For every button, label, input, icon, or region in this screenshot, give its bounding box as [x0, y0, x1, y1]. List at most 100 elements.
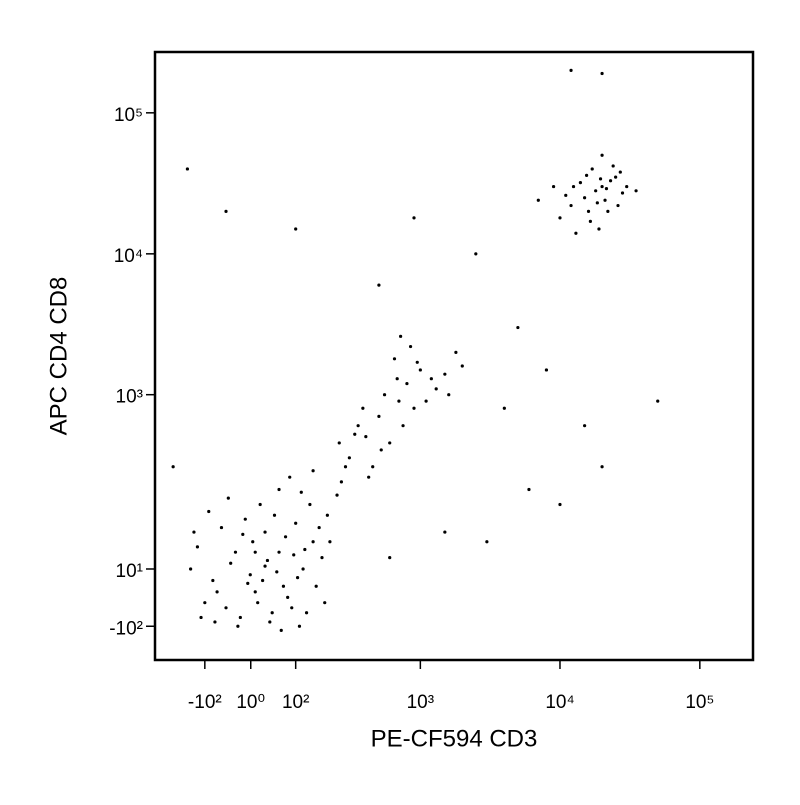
- event-dot: [454, 350, 458, 354]
- event-dot: [625, 184, 629, 189]
- event-dot: [418, 368, 422, 372]
- event-dot: [272, 513, 277, 517]
- event-dot: [388, 441, 392, 445]
- event-dot: [392, 357, 397, 361]
- event-dot: [583, 196, 587, 200]
- event-dot: [600, 71, 604, 76]
- event-dot: [616, 203, 620, 208]
- event-dot: [405, 381, 409, 386]
- y-tick-label: 10³: [116, 387, 143, 408]
- event-dot: [199, 615, 203, 620]
- event-dot: [377, 283, 381, 287]
- plot-frame: [153, 50, 755, 662]
- event-dot: [337, 441, 341, 445]
- event-dot: [558, 502, 562, 507]
- y-tick-label: 10¹: [116, 561, 143, 582]
- event-dot: [286, 595, 290, 599]
- event-dot: [604, 187, 609, 191]
- event-dot: [277, 550, 281, 554]
- event-dot: [608, 179, 613, 183]
- event-dot: [320, 556, 324, 560]
- event-dot: [253, 590, 257, 594]
- x-tick-label: 10⁰: [236, 692, 265, 713]
- event-dot: [434, 387, 438, 391]
- event-dot: [253, 550, 257, 554]
- event-dot: [584, 173, 589, 177]
- event-dot: [569, 68, 573, 72]
- event-dot: [299, 490, 303, 494]
- event-dot: [485, 540, 489, 544]
- event-dot: [551, 184, 556, 189]
- event-dot: [620, 191, 625, 195]
- x-tick-label: 10⁴: [545, 692, 574, 713]
- event-dot: [297, 624, 302, 628]
- event-dot: [290, 606, 294, 610]
- event-dot: [356, 424, 360, 428]
- event-dot: [281, 584, 286, 588]
- event-dot: [241, 532, 245, 537]
- event-dot: [311, 540, 315, 544]
- event-dot: [443, 372, 447, 376]
- event-dot: [536, 198, 540, 202]
- event-dot: [606, 209, 610, 213]
- event-dot: [656, 399, 660, 403]
- event-dot: [275, 570, 279, 574]
- event-dot: [412, 216, 416, 220]
- event-dot: [301, 567, 305, 571]
- event-dot: [270, 611, 274, 615]
- event-dot: [347, 456, 351, 460]
- event-dot: [328, 540, 332, 544]
- event-dot: [251, 540, 255, 544]
- event-dot: [594, 189, 598, 193]
- event-dot: [600, 184, 604, 189]
- event-dot: [583, 424, 587, 428]
- event-dot: [192, 530, 196, 534]
- y-tick-label: 10⁵: [114, 105, 143, 126]
- event-dot: [277, 487, 281, 492]
- event-dot: [238, 615, 242, 620]
- event-dot: [243, 517, 247, 521]
- event-dot: [224, 606, 228, 610]
- event-dot: [314, 584, 318, 588]
- event-dot: [236, 624, 240, 628]
- event-dot: [294, 227, 298, 231]
- event-dot: [618, 170, 622, 174]
- event-dot: [288, 475, 292, 479]
- event-dot: [415, 360, 419, 364]
- event-dot: [367, 475, 371, 479]
- event-dot: [279, 628, 283, 632]
- event-dot: [339, 480, 344, 484]
- event-dot: [377, 414, 381, 418]
- y-axis-title: APC CD4 CD8: [45, 277, 72, 436]
- event-dot: [603, 198, 607, 202]
- event-dot: [460, 364, 464, 368]
- event-dot: [361, 406, 365, 410]
- event-dot: [189, 567, 193, 571]
- event-dot: [268, 620, 272, 624]
- x-tick-label: 10³: [407, 692, 434, 713]
- event-dot: [364, 435, 368, 439]
- event-dot: [295, 576, 300, 580]
- event-dot: [265, 558, 270, 563]
- event-dot: [304, 611, 309, 615]
- event-dot: [558, 216, 562, 220]
- event-dot: [185, 167, 190, 171]
- event-dot: [443, 530, 447, 534]
- event-dot: [578, 181, 583, 185]
- event-dot: [258, 502, 262, 507]
- event-dot: [382, 393, 387, 397]
- event-dot: [171, 465, 175, 469]
- event-dot: [401, 424, 405, 428]
- event-dot: [424, 399, 428, 403]
- event-dot: [516, 325, 520, 330]
- event-dot: [395, 377, 399, 381]
- event-dot: [335, 493, 339, 497]
- event-dot: [408, 344, 413, 349]
- event-dot: [502, 406, 506, 410]
- x-tick-label: -10²: [188, 692, 222, 713]
- event-dot: [388, 556, 392, 560]
- event-dot: [634, 189, 638, 193]
- event-dot: [412, 406, 416, 410]
- event-dot: [248, 573, 252, 577]
